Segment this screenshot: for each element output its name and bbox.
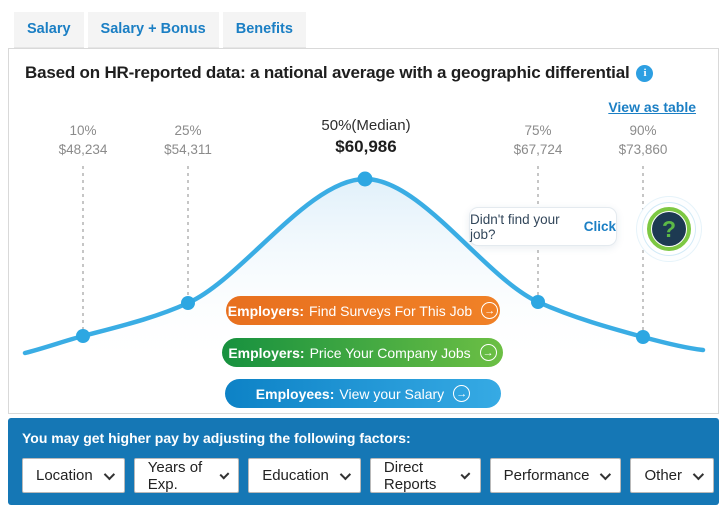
factors-title: You may get higher pay by adjusting the …	[22, 430, 411, 446]
dropdown-location[interactable]: Location	[22, 458, 125, 493]
chevron-down-icon	[692, 468, 705, 480]
factors-dropdown-row: Location Years of Exp. Education Direct …	[22, 458, 714, 493]
chevron-down-icon	[339, 468, 351, 480]
chevron-down-icon	[600, 468, 612, 480]
percentile-75: 75% $67,724	[513, 123, 563, 157]
percentile-50-median: 50%(Median) $60,986	[321, 117, 411, 156]
view-as-table-link[interactable]: View as table	[608, 99, 696, 115]
chevron-down-icon	[219, 469, 230, 480]
salary-bell-curve-chart	[22, 166, 706, 369]
tooltip-text: Didn't find your job?	[470, 211, 560, 242]
percentile-25: 25% $54,311	[164, 123, 212, 157]
page-title: Based on HR-reported data: a national av…	[25, 63, 630, 82]
arrow-circle-icon: →	[481, 302, 499, 319]
tab-salary-plus-bonus[interactable]: Salary + Bonus	[87, 12, 219, 48]
card-header: Based on HR-reported data: a national av…	[25, 63, 654, 83]
tab-benefits[interactable]: Benefits	[222, 12, 306, 48]
percentile-90: 90% $73,860	[618, 123, 668, 157]
pay-factors-bar: You may get higher pay by adjusting the …	[8, 418, 719, 505]
dropdown-direct-reports[interactable]: Direct Reports	[369, 458, 481, 493]
curve-area-fill	[25, 179, 703, 369]
employers-price-jobs-button[interactable]: Employers: Price Your Company Jobs →	[222, 338, 503, 367]
percentile-markers[interactable]	[76, 171, 650, 345]
job-not-found-tooltip: Didn't find your job? Click	[469, 207, 617, 246]
percentile-10: 10% $48,234	[58, 123, 108, 157]
question-glyph: ?	[652, 212, 686, 246]
chevron-down-icon	[460, 469, 471, 480]
question-mark-icon[interactable]: ?	[647, 207, 691, 251]
dropdown-education[interactable]: Education	[248, 458, 361, 493]
tooltip-click-link[interactable]: Click	[583, 219, 616, 234]
tab-bar: Salary Salary + Bonus Benefits	[14, 12, 306, 48]
info-icon[interactable]: i	[636, 64, 654, 82]
tab-salary[interactable]: Salary	[14, 12, 84, 48]
employers-find-surveys-button[interactable]: Employers: Find Surveys For This Job →	[226, 296, 500, 325]
chevron-down-icon	[103, 468, 115, 480]
arrow-circle-icon: →	[479, 344, 497, 361]
dropdown-years-of-exp[interactable]: Years of Exp.	[133, 458, 240, 493]
chart-card: Based on HR-reported data: a national av…	[8, 48, 719, 414]
dropdown-other[interactable]: Other	[630, 458, 714, 493]
dropdown-performance[interactable]: Performance	[489, 458, 622, 493]
arrow-circle-icon: →	[453, 385, 471, 402]
employees-view-salary-button[interactable]: Employees: View your Salary →	[225, 379, 501, 408]
